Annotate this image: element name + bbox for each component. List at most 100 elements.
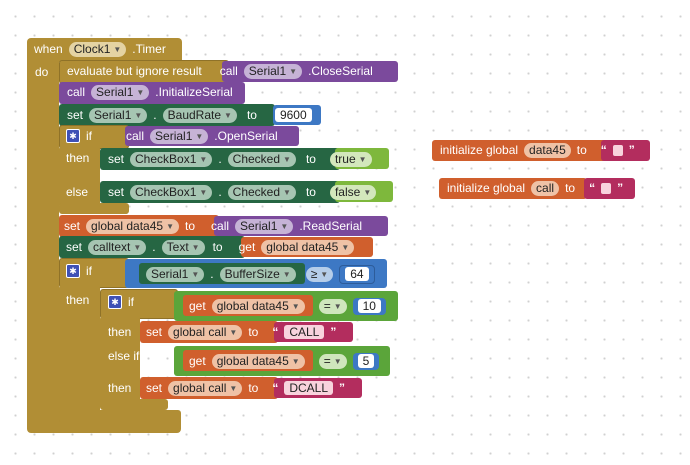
- true-dropdown[interactable]: true ▼: [329, 151, 372, 167]
- if1-header: ✱ if call Serial1 ▼ .OpenSerial: [66, 126, 284, 146]
- checked-property-dropdown[interactable]: Checked ▼: [227, 184, 296, 200]
- text-property-dropdown[interactable]: Text ▼: [161, 239, 205, 255]
- call-name-field[interactable]: call: [531, 180, 560, 196]
- set-label: set: [108, 185, 125, 199]
- chevron-down-icon: ▼: [333, 301, 342, 311]
- gear-icon[interactable]: ✱: [66, 129, 80, 143]
- to-label: to: [248, 325, 259, 339]
- if2-header: ✱ if: [66, 261, 98, 281]
- set1-row: set global call ▼ to “ CALL ”: [146, 322, 342, 342]
- chevron-down-icon: ▼: [320, 269, 329, 279]
- chevron-down-icon: ▼: [282, 269, 291, 279]
- serial-component-dropdown[interactable]: Serial1 ▼: [91, 84, 150, 100]
- chevron-down-icon: ▼: [199, 154, 208, 164]
- dot-label: .: [153, 108, 157, 122]
- global-data45-dropdown[interactable]: global data45 ▼: [261, 239, 355, 255]
- to-label: to: [576, 143, 587, 157]
- to-label: to: [248, 381, 259, 395]
- number-block[interactable]: 10: [352, 297, 386, 315]
- evaluate-label: evaluate but ignore result: [67, 64, 202, 78]
- equals-operator-dropdown[interactable]: = ▼: [318, 298, 347, 314]
- buffersize-value-field[interactable]: 64: [345, 266, 369, 281]
- event-header: when Clock1 ▼ .Timer: [34, 39, 172, 59]
- timer-event-name: .Timer: [132, 42, 166, 56]
- chevron-down-icon: ▼: [136, 87, 145, 97]
- global-data45-dropdown[interactable]: global data45 ▼: [211, 298, 305, 314]
- global-call-dropdown[interactable]: global call ▼: [168, 380, 243, 396]
- chevron-down-icon: ▼: [199, 187, 208, 197]
- serial-component-dropdown[interactable]: Serial1 ▼: [89, 107, 148, 123]
- chevron-down-icon: ▼: [291, 356, 300, 366]
- elseif-label: else if: [108, 349, 140, 363]
- global-call-dropdown[interactable]: global call ▼: [168, 324, 243, 340]
- initialize-global-label: initialize global: [447, 181, 526, 195]
- empty-string-field[interactable]: [601, 182, 612, 194]
- else-set-row: set CheckBox1 ▼ . Checked ▼ to false ▼: [108, 182, 382, 202]
- open-serial-method: .OpenSerial: [214, 129, 278, 143]
- if3-header: ✱ if: [108, 292, 140, 312]
- buffersize-property-dropdown[interactable]: BufferSize ▼: [219, 266, 296, 282]
- baudrate-value-field[interactable]: 9600: [274, 108, 312, 122]
- close-quote: ”: [617, 181, 624, 195]
- chevron-down-icon: ▼: [358, 154, 367, 164]
- if1-spine: [59, 146, 100, 208]
- gear-icon[interactable]: ✱: [66, 264, 80, 278]
- get-label: get: [189, 354, 206, 368]
- global-data45-dropdown[interactable]: global data45 ▼: [86, 218, 180, 234]
- if3-bottom: [100, 399, 168, 410]
- if-label: if: [128, 295, 134, 309]
- to-label: to: [212, 240, 223, 254]
- cond2-value-field[interactable]: 5: [357, 353, 375, 368]
- baudrate-property-dropdown[interactable]: BaudRate ▼: [162, 107, 237, 123]
- set-label: set: [64, 219, 81, 233]
- clock-component-dropdown[interactable]: Clock1 ▼: [68, 41, 127, 57]
- cond1-row: get global data45 ▼ = ▼ 10: [189, 296, 392, 316]
- serial-component-dropdown[interactable]: Serial1 ▼: [235, 218, 294, 234]
- chevron-down-icon: ▼: [191, 242, 200, 252]
- compare-operator-dropdown[interactable]: ≥ ▼: [305, 266, 334, 282]
- global-data45-dropdown[interactable]: global data45 ▼: [211, 353, 305, 369]
- then-label: then: [108, 325, 132, 339]
- set-data45-row: set global data45 ▼ to call Serial1 ▼ .Rea…: [64, 216, 368, 236]
- chevron-down-icon: ▼: [229, 327, 238, 337]
- open-quote: “: [272, 325, 279, 339]
- dot-label: .: [218, 185, 222, 199]
- serial-component-dropdown[interactable]: Serial1 ▼: [150, 128, 209, 144]
- chevron-down-icon: ▼: [134, 110, 143, 120]
- data45-name-field[interactable]: data45: [524, 142, 571, 158]
- else-label: else: [66, 185, 89, 199]
- cond1-value-field[interactable]: 10: [357, 298, 381, 313]
- dot-label: .: [152, 240, 156, 254]
- dcall-text-field[interactable]: DCALL: [284, 381, 334, 395]
- equals-operator-dropdown[interactable]: = ▼: [318, 353, 347, 369]
- calltext-component-dropdown[interactable]: calltext ▼: [88, 239, 147, 255]
- number-block[interactable]: 64: [339, 264, 375, 284]
- chevron-down-icon: ▼: [133, 242, 142, 252]
- event-do-spine: [27, 58, 59, 430]
- serial-component-dropdown[interactable]: Serial1 ▼: [243, 63, 303, 79]
- then-set-row: set CheckBox1 ▼ . Checked ▼ to true ▼: [108, 149, 378, 169]
- if2-bottom: [59, 410, 181, 422]
- call-text-field[interactable]: CALL: [284, 325, 325, 339]
- checkbox-component-dropdown[interactable]: CheckBox1 ▼: [130, 151, 213, 167]
- get-label: get: [189, 299, 206, 313]
- number-block[interactable]: 5: [352, 352, 380, 370]
- false-dropdown[interactable]: false ▼: [329, 184, 377, 200]
- set-calltext-row: set calltext ▼ . Text ▼ to get global data…: [66, 237, 360, 257]
- empty-string-field[interactable]: [612, 144, 623, 156]
- then-label: then: [66, 293, 90, 307]
- read-serial-method: .ReadSerial: [299, 219, 363, 233]
- set-label: set: [146, 381, 163, 395]
- chevron-down-icon: ▼: [333, 356, 342, 366]
- initialize-row: call Serial1 ▼ .InitializeSerial: [67, 82, 239, 102]
- buffersize-row: Serial1 ▼ . BufferSize ▼ ≥ ▼ 64: [146, 264, 381, 284]
- call-label: call: [219, 64, 238, 78]
- do-label: do: [35, 65, 49, 79]
- serial-component-dropdown[interactable]: Serial1 ▼: [146, 266, 205, 282]
- checked-property-dropdown[interactable]: Checked ▼: [227, 151, 296, 167]
- set-label: set: [66, 240, 83, 254]
- close-quote: ”: [628, 143, 635, 157]
- dot-label: .: [210, 267, 214, 281]
- checkbox-component-dropdown[interactable]: CheckBox1 ▼: [130, 184, 213, 200]
- gear-icon[interactable]: ✱: [108, 295, 122, 309]
